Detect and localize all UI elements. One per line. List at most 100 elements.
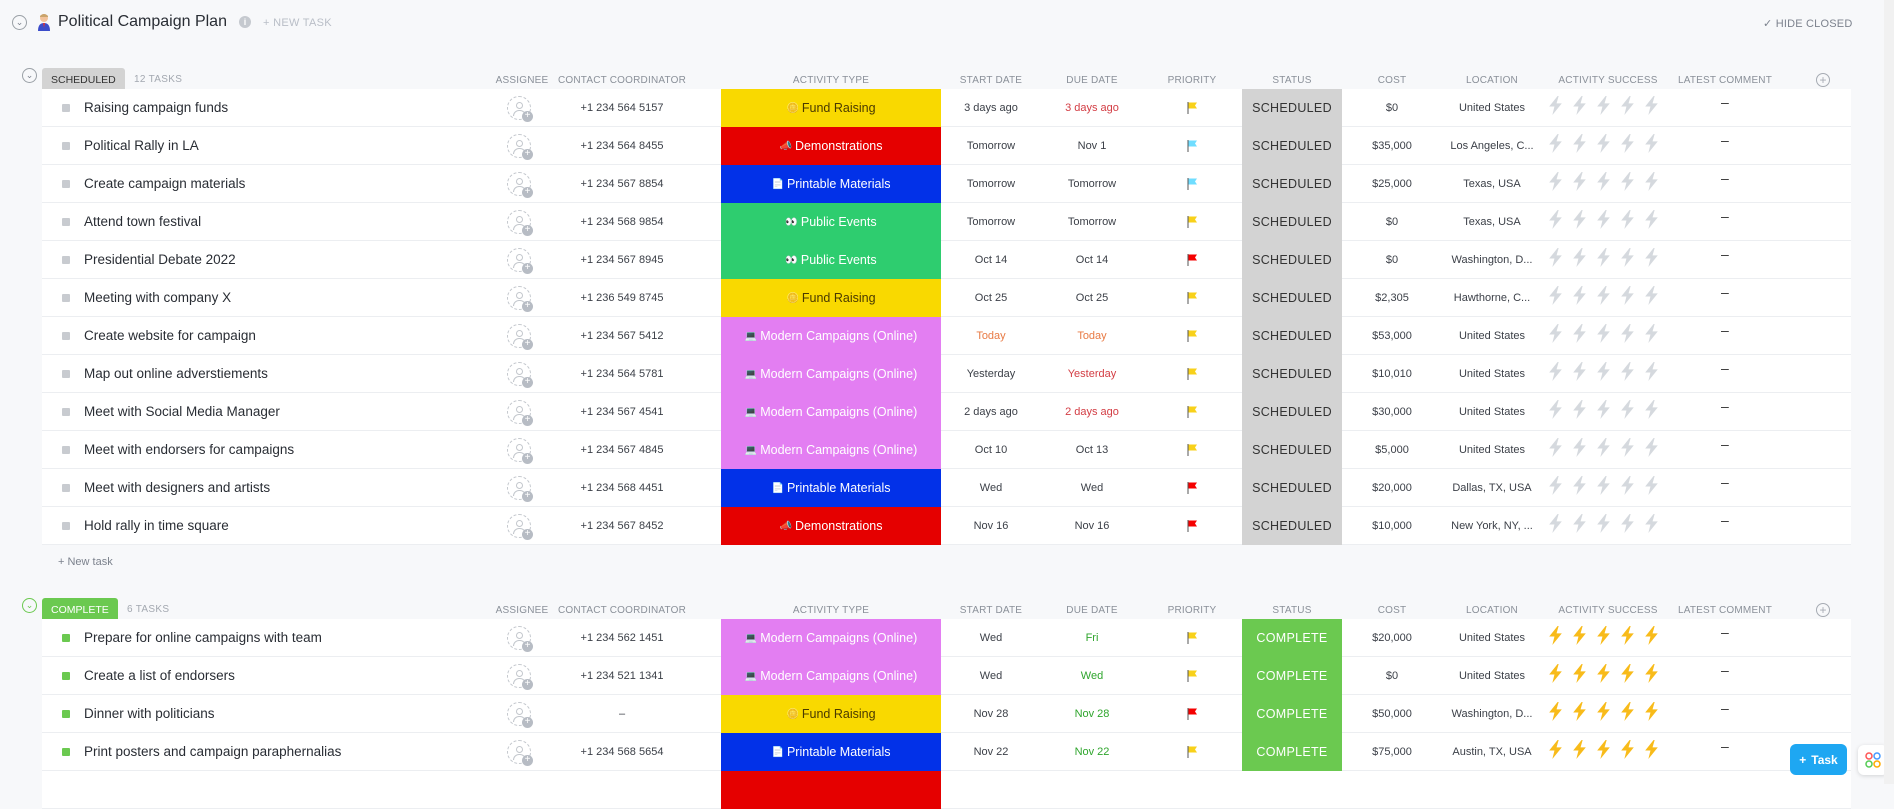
table-row[interactable]: Dinner with politicians + – 🪙 Fund Raising No… xyxy=(42,695,1851,733)
status-cell[interactable]: SCHEDULED xyxy=(1242,127,1342,165)
priority-flag-icon[interactable] xyxy=(1185,707,1199,721)
lightning-bolt-icon[interactable] xyxy=(1617,625,1638,651)
lightning-bolt-icon[interactable] xyxy=(1593,209,1614,235)
activity-type-tag[interactable]: 👀 Public Events xyxy=(721,203,941,241)
task-status-square[interactable] xyxy=(62,294,70,302)
location[interactable]: Austin, TX, USA xyxy=(1452,746,1532,758)
assignee-avatar[interactable]: + xyxy=(507,134,533,160)
activity-type-tag[interactable]: 👀 Public Events xyxy=(721,241,941,279)
add-assignee-icon[interactable]: + xyxy=(522,415,533,426)
column-header[interactable]: LOCATION xyxy=(1466,605,1518,616)
latest-comment[interactable]: – xyxy=(1721,738,1729,754)
lightning-bolt-icon[interactable] xyxy=(1593,663,1614,689)
latest-comment[interactable]: – xyxy=(1721,284,1729,300)
add-assignee-icon[interactable]: + xyxy=(522,149,533,160)
task-status-square[interactable] xyxy=(62,484,70,492)
lightning-bolt-icon[interactable] xyxy=(1641,475,1662,501)
lightning-bolt-icon[interactable] xyxy=(1641,247,1662,273)
task-status-square[interactable] xyxy=(62,710,70,718)
lightning-bolt-icon[interactable] xyxy=(1545,663,1566,689)
cost[interactable]: $0 xyxy=(1385,254,1399,266)
contact-coordinator[interactable]: +1 234 564 5781 xyxy=(580,368,664,380)
column-header[interactable]: ACTIVITY TYPE xyxy=(792,605,870,616)
assignee-avatar[interactable]: + xyxy=(507,96,533,122)
lightning-bolt-icon[interactable] xyxy=(1641,663,1662,689)
column-header[interactable]: STATUS xyxy=(1272,605,1312,616)
cost[interactable]: $0 xyxy=(1385,670,1399,682)
table-row[interactable]: Create campaign materials + +1 234 567 885… xyxy=(42,165,1851,203)
status-cell[interactable]: COMPLETE xyxy=(1242,733,1342,771)
due-date[interactable]: Wed xyxy=(1080,670,1104,682)
cost[interactable]: $50,000 xyxy=(1372,708,1412,720)
latest-comment[interactable]: – xyxy=(1721,132,1729,148)
task-status-square[interactable] xyxy=(62,332,70,340)
due-date[interactable]: Fri xyxy=(1085,632,1099,644)
status-cell[interactable]: SCHEDULED xyxy=(1242,355,1342,393)
priority-flag-icon[interactable] xyxy=(1185,519,1199,533)
column-header[interactable]: CONTACT COORDINATOR xyxy=(557,75,687,86)
lightning-bolt-icon[interactable] xyxy=(1569,663,1590,689)
latest-comment[interactable]: – xyxy=(1721,436,1729,452)
location[interactable]: Washington, D... xyxy=(1451,254,1533,266)
lightning-bolt-icon[interactable] xyxy=(1641,285,1662,311)
due-date[interactable]: Today xyxy=(1077,330,1107,342)
latest-comment[interactable]: – xyxy=(1721,246,1729,262)
contact-coordinator[interactable]: +1 234 567 8854 xyxy=(580,178,664,190)
start-date[interactable]: Wed xyxy=(979,482,1003,494)
lightning-bolt-icon[interactable] xyxy=(1617,399,1638,425)
start-date[interactable]: Nov 28 xyxy=(973,708,1009,720)
contact-coordinator[interactable]: +1 234 567 8945 xyxy=(580,254,664,266)
assignee-avatar[interactable]: + xyxy=(507,210,533,236)
task-status-square[interactable] xyxy=(62,180,70,188)
lightning-bolt-icon[interactable] xyxy=(1569,95,1590,121)
location[interactable]: United States xyxy=(1458,102,1526,114)
add-assignee-icon[interactable]: + xyxy=(522,111,533,122)
column-header[interactable]: COST xyxy=(1377,75,1407,86)
lightning-bolt-icon[interactable] xyxy=(1569,399,1590,425)
lightning-bolt-icon[interactable] xyxy=(1569,133,1590,159)
activity-type-tag[interactable]: 💻 Modern Campaigns (Online) xyxy=(721,657,941,695)
task-status-square[interactable] xyxy=(62,218,70,226)
activity-success-rating[interactable] xyxy=(1545,393,1662,431)
status-cell[interactable]: COMPLETE xyxy=(1242,657,1342,695)
lightning-bolt-icon[interactable] xyxy=(1545,701,1566,727)
apps-grid-button[interactable] xyxy=(1858,745,1888,775)
status-cell[interactable]: COMPLETE xyxy=(1242,619,1342,657)
due-date[interactable]: Oct 13 xyxy=(1075,444,1109,456)
lightning-bolt-icon[interactable] xyxy=(1569,171,1590,197)
table-row[interactable]: Prepare for online campaigns with team + +… xyxy=(42,619,1851,657)
lightning-bolt-icon[interactable] xyxy=(1617,475,1638,501)
lightning-bolt-icon[interactable] xyxy=(1641,209,1662,235)
status-cell[interactable]: SCHEDULED xyxy=(1242,431,1342,469)
column-header[interactable]: ASSIGNEE xyxy=(495,605,549,616)
latest-comment[interactable]: – xyxy=(1721,624,1729,640)
cost[interactable]: $75,000 xyxy=(1372,746,1412,758)
lightning-bolt-icon[interactable] xyxy=(1569,247,1590,273)
assignee-avatar[interactable]: + xyxy=(507,626,533,652)
lightning-bolt-icon[interactable] xyxy=(1617,171,1638,197)
lightning-bolt-icon[interactable] xyxy=(1641,133,1662,159)
assignee-avatar[interactable]: + xyxy=(507,438,533,464)
lightning-bolt-icon[interactable] xyxy=(1641,625,1662,651)
task-name[interactable]: Meet with Social Media Manager xyxy=(84,404,280,419)
location[interactable]: United States xyxy=(1458,444,1526,456)
lightning-bolt-icon[interactable] xyxy=(1641,701,1662,727)
activity-type-tag[interactable]: 🪙 Fund Raising xyxy=(721,279,941,317)
start-date[interactable]: 3 days ago xyxy=(964,102,1018,114)
task-status-square[interactable] xyxy=(62,748,70,756)
lightning-bolt-icon[interactable] xyxy=(1569,285,1590,311)
priority-flag-icon[interactable] xyxy=(1185,481,1199,495)
column-header[interactable]: ACTIVITY TYPE xyxy=(792,75,870,86)
lightning-bolt-icon[interactable] xyxy=(1593,701,1614,727)
contact-coordinator[interactable]: +1 236 549 8745 xyxy=(580,292,664,304)
location[interactable]: United States xyxy=(1458,632,1526,644)
start-date[interactable]: Nov 16 xyxy=(973,520,1009,532)
table-row[interactable]: Meet with designers and artists + +1 234 5… xyxy=(42,469,1851,507)
activity-success-rating[interactable] xyxy=(1545,165,1662,203)
cost[interactable]: $5,000 xyxy=(1375,444,1409,456)
lightning-bolt-icon[interactable] xyxy=(1617,701,1638,727)
lightning-bolt-icon[interactable] xyxy=(1617,663,1638,689)
task-name[interactable]: Dinner with politicians xyxy=(84,706,215,721)
task-name[interactable]: Map out online adverstiements xyxy=(84,366,268,381)
priority-flag-icon[interactable] xyxy=(1185,443,1199,457)
